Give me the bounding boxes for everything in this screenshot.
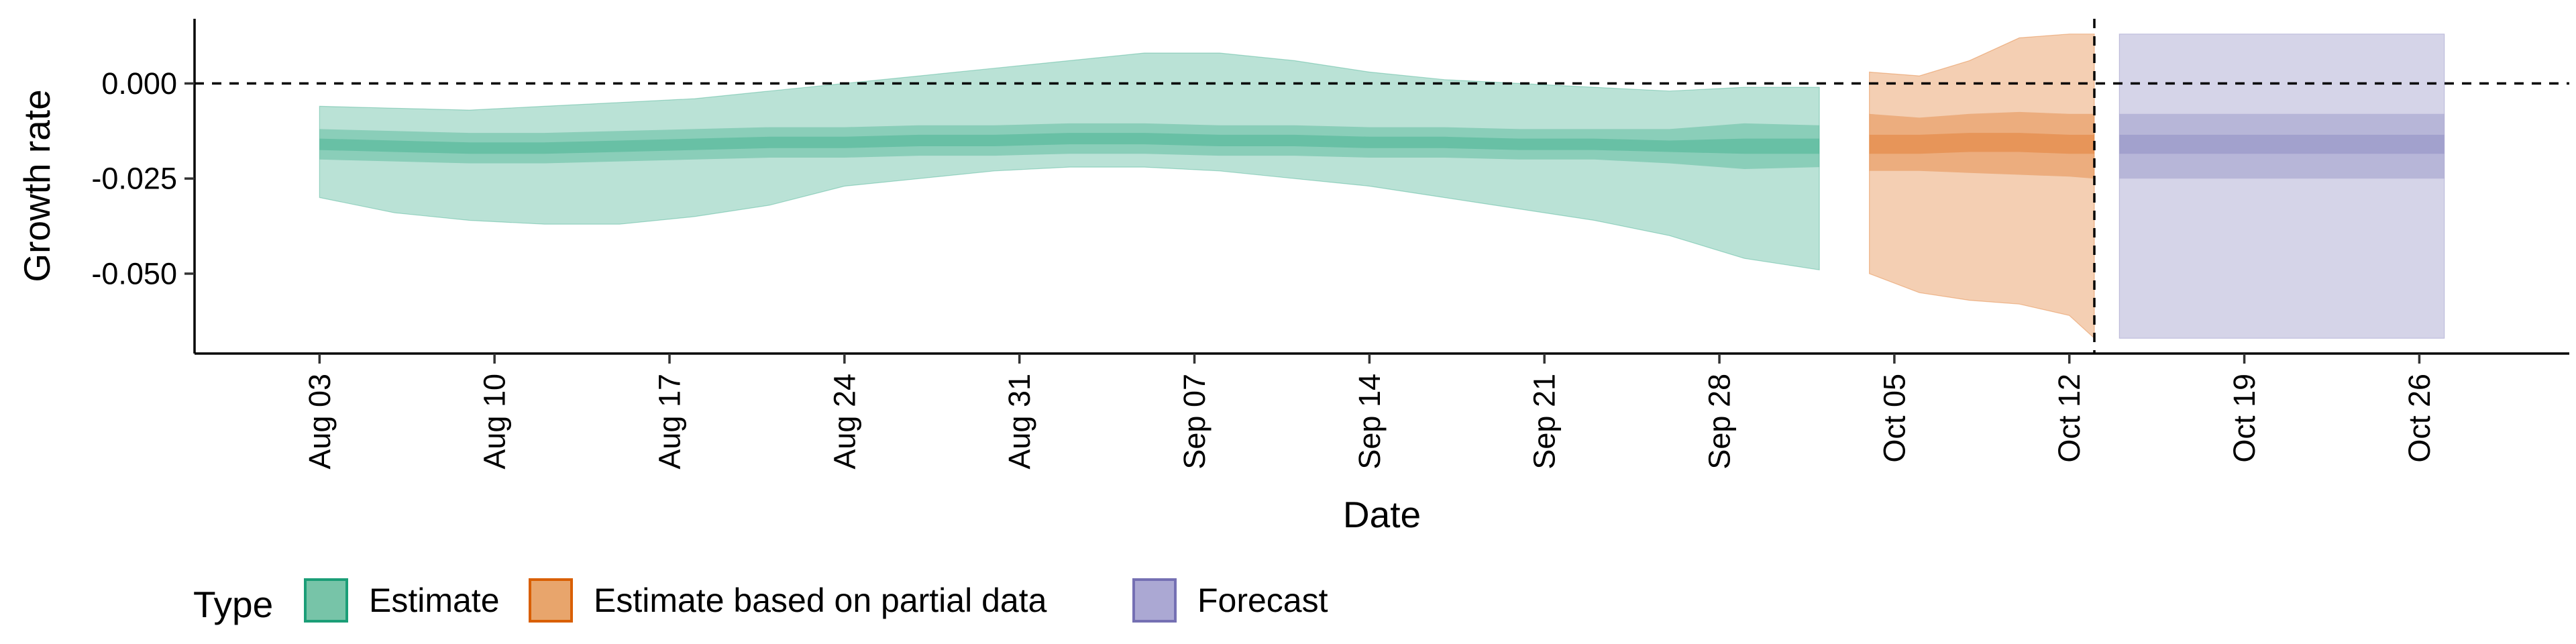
legend-label: Estimate based on partial data xyxy=(594,582,1047,619)
y-tick-label: 0.000 xyxy=(101,66,177,101)
x-axis-title: Date xyxy=(1343,494,1421,535)
y-tick-label: -0.025 xyxy=(91,162,177,196)
series-forecast xyxy=(2118,34,2445,339)
series-estimate-based-on-partial-data xyxy=(1869,34,2095,339)
x-tick-label: Oct 26 xyxy=(2402,374,2436,463)
axes-layer xyxy=(193,19,2569,355)
x-tick-label: Sep 28 xyxy=(1703,374,1737,470)
x-tick-label: Aug 31 xyxy=(1002,374,1036,470)
x-tick-label: Oct 12 xyxy=(2052,374,2086,463)
x-tick-label: Aug 10 xyxy=(478,374,512,470)
ribbon-estimate-50 xyxy=(319,123,1820,169)
legend: Type Estimate Estimate based on partial d… xyxy=(193,578,1328,625)
legend-label: Estimate xyxy=(369,582,500,619)
ribbon-estimate-based-on-partial-data-90 xyxy=(1869,34,2095,339)
ribbon-forecast-90 xyxy=(2118,34,2445,339)
series-estimate xyxy=(319,52,1820,270)
x-tick-label: Aug 24 xyxy=(827,374,861,470)
ribbon-estimate-based-on-partial-data-50 xyxy=(1869,111,2094,179)
legend-item-estimate-based-on-partial-data: Estimate based on partial data xyxy=(529,578,1047,623)
x-tick-label: Sep 21 xyxy=(1527,374,1562,470)
ribbon-forecast-20 xyxy=(2119,134,2445,154)
x-tick-label: Oct 05 xyxy=(1877,374,1911,463)
x-tick-label: Sep 07 xyxy=(1177,374,1212,470)
legend-label: Forecast xyxy=(1197,582,1328,619)
ribbon-forecast-50 xyxy=(2119,113,2445,179)
legend-swatch xyxy=(304,578,348,623)
ribbons-layer xyxy=(319,34,2445,339)
x-tick-label: Aug 17 xyxy=(653,374,687,470)
y-axis-title: Growth rate xyxy=(16,89,58,282)
y-ticks-layer: 0.000 -0.025 -0.050 xyxy=(91,66,195,290)
legend-swatch xyxy=(1132,578,1177,623)
x-tick-label: Sep 14 xyxy=(1352,374,1387,470)
legend-item-estimate: Estimate xyxy=(304,578,500,623)
x-tick-label: Aug 03 xyxy=(303,374,337,470)
y-tick-label: -0.050 xyxy=(91,256,177,290)
x-tick-label: Oct 19 xyxy=(2227,374,2261,463)
legend-item-forecast: Forecast xyxy=(1132,578,1328,623)
ribbon-estimate-20 xyxy=(319,133,1820,154)
reference-lines-layer xyxy=(195,19,2569,354)
ribbon-estimate-based-on-partial-data-20 xyxy=(1869,133,2094,154)
legend-title: Type xyxy=(193,584,273,625)
legend-swatch xyxy=(529,578,573,623)
x-ticks-layer: Aug 03 Aug 10 Aug 17 Aug 24 Aug 31 Sep 07 Sep … xyxy=(303,354,2436,470)
